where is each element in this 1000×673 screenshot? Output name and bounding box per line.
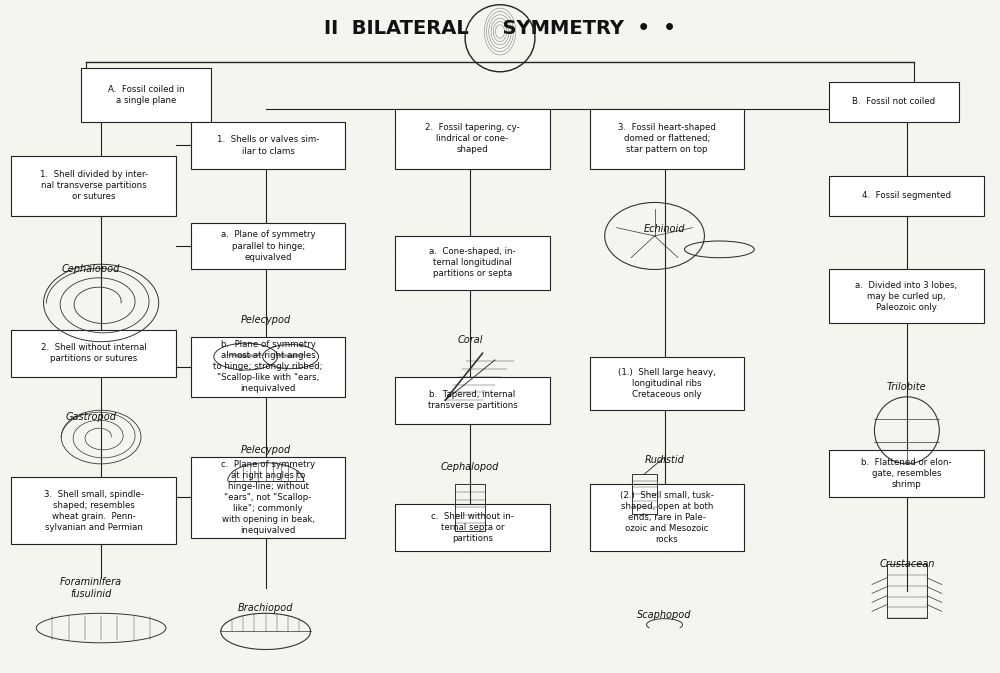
Text: (2.)  Shell small, tusk-
shaped, open at both
ends, rare in Pale-
ozoic and Meso: (2.) Shell small, tusk- shaped, open at … <box>620 491 714 544</box>
Text: 3.  Fossil heart-shaped
domed or flattened;
star pattern on top: 3. Fossil heart-shaped domed or flattene… <box>618 123 716 154</box>
Text: Crustacean: Crustacean <box>879 559 935 569</box>
FancyBboxPatch shape <box>395 377 550 423</box>
Text: a.  Cone-shaped, in-
ternal longitudinal
partitions or septa: a. Cone-shaped, in- ternal longitudinal … <box>429 247 516 279</box>
Text: Coral: Coral <box>457 335 483 345</box>
Text: B.  Fossil not coiled: B. Fossil not coiled <box>852 98 935 106</box>
Text: c.  Shell without in-
ternal septa or
partitions: c. Shell without in- ternal septa or par… <box>431 512 514 543</box>
Text: b.  Flattened or elon-
gate, resembles
shrimp: b. Flattened or elon- gate, resembles sh… <box>861 458 952 489</box>
Text: (1.)  Shell large heavy,
longitudinal ribs
Cretaceous only: (1.) Shell large heavy, longitudinal rib… <box>618 368 716 399</box>
FancyBboxPatch shape <box>395 236 550 289</box>
FancyBboxPatch shape <box>829 269 984 323</box>
Text: Trilobite: Trilobite <box>887 382 927 392</box>
Text: II  BILATERAL     SYMMETRY  •  •: II BILATERAL SYMMETRY • • <box>324 19 676 38</box>
Text: 1.  Shell divided by inter-
nal transverse partitions
or sutures: 1. Shell divided by inter- nal transvers… <box>40 170 148 201</box>
FancyBboxPatch shape <box>590 108 744 169</box>
Text: A.  Fossil coiled in
a single plane: A. Fossil coiled in a single plane <box>108 85 184 105</box>
FancyBboxPatch shape <box>191 122 345 169</box>
Text: a.  Plane of symmetry
parallel to hinge;
equivalved: a. Plane of symmetry parallel to hinge; … <box>221 230 315 262</box>
Text: b.  Tapered, internal
transverse partitions: b. Tapered, internal transverse partitio… <box>428 390 517 411</box>
Text: 3.  Shell small, spindle-
shaped; resembles
wheat grain.  Penn-
sylvanian and Pe: 3. Shell small, spindle- shaped; resembl… <box>44 490 144 532</box>
FancyBboxPatch shape <box>191 336 345 397</box>
Text: Scaphopod: Scaphopod <box>637 610 692 620</box>
Bar <box>632 474 657 514</box>
FancyBboxPatch shape <box>395 108 550 169</box>
Text: Foraminifera
fusulinid: Foraminifera fusulinid <box>60 577 122 599</box>
Text: Cephalopod: Cephalopod <box>441 462 499 472</box>
Text: Echinoid: Echinoid <box>644 224 685 234</box>
Bar <box>455 484 485 531</box>
Text: Gastropod: Gastropod <box>66 412 117 422</box>
Text: Cephalopod: Cephalopod <box>62 264 120 275</box>
Text: 2.  Fossil tapering, cy-
lindrical or cone-
shaped: 2. Fossil tapering, cy- lindrical or con… <box>425 123 520 154</box>
FancyBboxPatch shape <box>829 450 984 497</box>
FancyBboxPatch shape <box>395 504 550 551</box>
Text: Rudistid: Rudistid <box>645 456 684 466</box>
FancyBboxPatch shape <box>191 457 345 538</box>
FancyBboxPatch shape <box>11 330 176 377</box>
Text: 1.  Shells or valves sim-
ilar to clams: 1. Shells or valves sim- ilar to clams <box>217 135 319 155</box>
Bar <box>887 565 927 618</box>
Text: Pelecypod: Pelecypod <box>241 446 291 456</box>
FancyBboxPatch shape <box>11 155 176 216</box>
FancyBboxPatch shape <box>191 223 345 269</box>
FancyBboxPatch shape <box>829 82 959 122</box>
Text: b.  Plane of symmetry
almost at right angles
to hinge; strongly ribbed;
"Scallop: b. Plane of symmetry almost at right ang… <box>213 340 323 393</box>
Text: Pelecypod: Pelecypod <box>241 315 291 325</box>
FancyBboxPatch shape <box>829 176 984 216</box>
FancyBboxPatch shape <box>590 484 744 551</box>
FancyBboxPatch shape <box>81 69 211 122</box>
Text: 4.  Fossil segmented: 4. Fossil segmented <box>862 191 951 201</box>
Text: Brachiopod: Brachiopod <box>238 603 293 613</box>
FancyBboxPatch shape <box>590 357 744 411</box>
Text: c.  Plane of symmetry
at right angles to
hinge-line; without
"ears", not "Scallo: c. Plane of symmetry at right angles to … <box>221 460 315 535</box>
Text: a.  Divided into 3 lobes,
may be curled up,
Paleozoic only: a. Divided into 3 lobes, may be curled u… <box>855 281 957 312</box>
Text: 2.  Shell without internal
partitions or sutures: 2. Shell without internal partitions or … <box>41 343 147 363</box>
FancyBboxPatch shape <box>11 477 176 544</box>
